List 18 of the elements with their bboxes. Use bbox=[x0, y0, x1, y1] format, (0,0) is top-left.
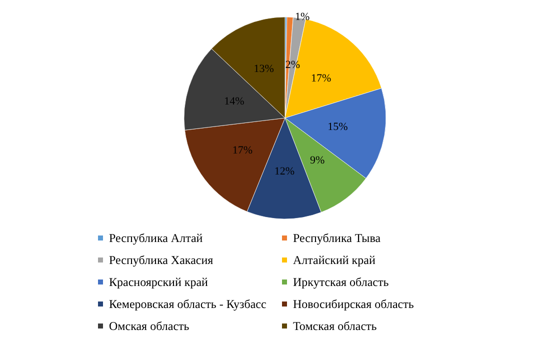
legend-label: Томская область bbox=[293, 319, 378, 333]
legend-label: Алтайский край bbox=[293, 253, 376, 267]
data-label: 15% bbox=[328, 121, 348, 134]
legend-label: Республика Алтай bbox=[109, 231, 204, 245]
data-label: 1% bbox=[295, 11, 310, 24]
legend-label: Красноярский край bbox=[109, 275, 209, 289]
data-label: 14% bbox=[224, 95, 244, 108]
data-label: 17% bbox=[310, 72, 332, 84]
legend-label: Иркутская область bbox=[293, 275, 390, 289]
legend-label: Республика Тыва bbox=[293, 231, 382, 245]
legend-label: Омская область bbox=[109, 319, 190, 333]
data-label: 13% bbox=[254, 62, 274, 75]
legend-label: Республика Хакасия bbox=[109, 253, 214, 267]
legend-label: Новосибирская область bbox=[293, 297, 414, 311]
legend-label: Кемеровская область - Кузбасс bbox=[109, 297, 266, 311]
data-label: 17% bbox=[232, 144, 253, 157]
data-label: 9% bbox=[310, 154, 325, 167]
data-label: 12% bbox=[274, 166, 295, 178]
